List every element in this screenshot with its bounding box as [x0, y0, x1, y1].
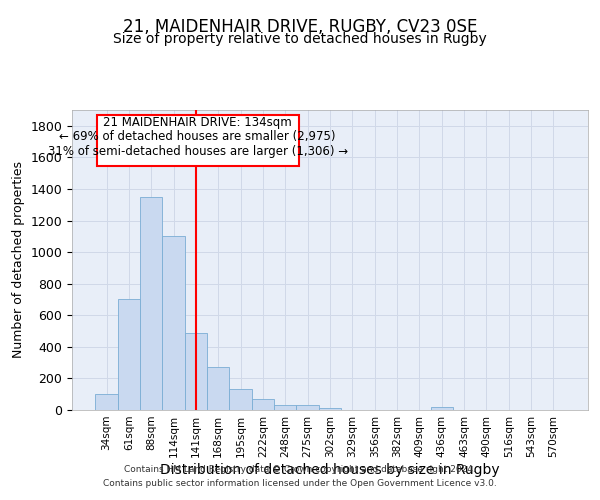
X-axis label: Distribution of detached houses by size in Rugby: Distribution of detached houses by size …: [160, 462, 500, 476]
Text: 21, MAIDENHAIR DRIVE, RUGBY, CV23 0SE: 21, MAIDENHAIR DRIVE, RUGBY, CV23 0SE: [123, 18, 477, 36]
Bar: [163, 236, 185, 410]
Text: 21 MAIDENHAIR DRIVE: 134sqm: 21 MAIDENHAIR DRIVE: 134sqm: [103, 116, 292, 128]
Bar: [229, 388, 252, 410]
Y-axis label: Number of detached properties: Number of detached properties: [12, 162, 25, 358]
Bar: [252, 399, 274, 410]
Text: Contains HM Land Registry data © Crown copyright and database right 2024.
Contai: Contains HM Land Registry data © Crown c…: [103, 466, 497, 487]
Bar: [296, 405, 319, 410]
Bar: [95, 394, 118, 410]
Bar: [431, 407, 453, 410]
FancyBboxPatch shape: [97, 114, 299, 166]
Text: ← 69% of detached houses are smaller (2,975): ← 69% of detached houses are smaller (2,…: [59, 130, 336, 143]
Bar: [118, 300, 140, 410]
Bar: [274, 405, 296, 410]
Text: Size of property relative to detached houses in Rugby: Size of property relative to detached ho…: [113, 32, 487, 46]
Text: 31% of semi-detached houses are larger (1,306) →: 31% of semi-detached houses are larger (…: [47, 145, 348, 158]
Bar: [185, 332, 207, 410]
Bar: [207, 368, 229, 410]
Bar: [140, 197, 163, 410]
Bar: [319, 408, 341, 410]
